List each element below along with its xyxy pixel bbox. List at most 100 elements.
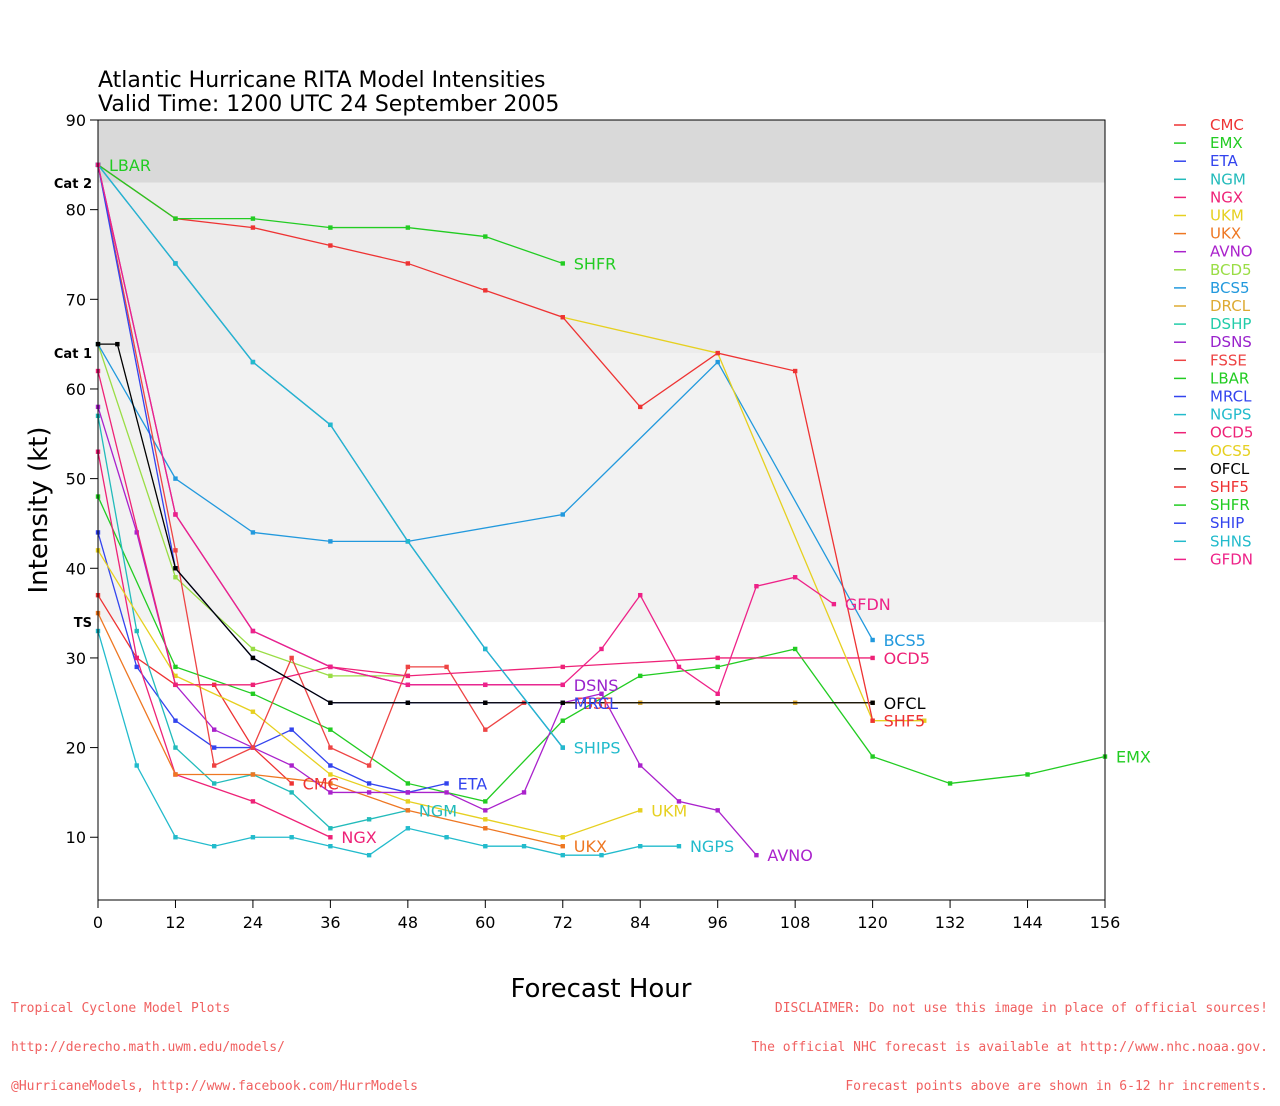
end-label-emx: EMX bbox=[1116, 748, 1151, 767]
end-label-shf5: SHF5 bbox=[884, 712, 926, 731]
data-point bbox=[792, 575, 798, 580]
footer-left-line: @HurricaneModels, http://www.facebook.co… bbox=[11, 1079, 418, 1094]
data-point bbox=[444, 790, 449, 795]
legend-item-drcl: DRCL bbox=[1174, 297, 1251, 315]
data-point bbox=[638, 592, 643, 598]
series-ukm bbox=[95, 548, 643, 840]
data-point bbox=[715, 664, 720, 670]
series-line-emx bbox=[97, 496, 1106, 803]
end-label-ukx: UKX bbox=[574, 837, 607, 856]
legend-label: ETA bbox=[1210, 152, 1238, 170]
data-point bbox=[831, 601, 837, 607]
y-tick-label: 60 bbox=[66, 380, 86, 399]
legend-item-ngm: NGM bbox=[1174, 170, 1246, 188]
end-label-mrcl: MRCL bbox=[574, 694, 618, 713]
legend-item-ship: SHIP bbox=[1174, 514, 1244, 532]
data-point bbox=[444, 664, 449, 670]
data-point bbox=[173, 548, 178, 553]
data-point bbox=[792, 368, 798, 374]
chart-subtitle: Valid Time: 1200 UTC 24 September 2005 bbox=[98, 92, 559, 117]
data-point bbox=[715, 700, 720, 705]
data-point bbox=[250, 655, 256, 661]
footer-left: Tropical Cyclone Model Plots http://dere… bbox=[11, 976, 418, 1106]
data-point bbox=[405, 826, 411, 831]
series-line-avno bbox=[97, 406, 757, 856]
data-point bbox=[638, 844, 643, 849]
legend-item-mrcl: MRCL bbox=[1174, 388, 1252, 406]
footer-right-line: DISCLAIMER: Do not use this image in pla… bbox=[774, 1001, 1268, 1016]
y-tick-label: 40 bbox=[66, 559, 86, 578]
data-point bbox=[173, 682, 178, 688]
data-point bbox=[754, 852, 759, 858]
data-point bbox=[173, 772, 178, 777]
legend-label: MRCL bbox=[1210, 388, 1252, 406]
data-point bbox=[289, 763, 294, 768]
series-line-ocs5 bbox=[562, 316, 925, 722]
legend-label: EMX bbox=[1210, 134, 1243, 152]
data-point bbox=[715, 808, 720, 813]
data-point bbox=[444, 835, 449, 840]
data-point bbox=[676, 844, 682, 849]
data-point bbox=[173, 664, 178, 670]
data-point bbox=[870, 718, 875, 723]
data-point bbox=[754, 584, 759, 589]
data-point bbox=[328, 727, 333, 732]
end-label-ocd5: OCD5 bbox=[884, 649, 930, 668]
legend-label: GFDN bbox=[1210, 550, 1253, 568]
legend-label: NGPS bbox=[1210, 406, 1251, 424]
data-point bbox=[250, 628, 256, 634]
data-point bbox=[289, 790, 294, 795]
data-point bbox=[676, 664, 682, 670]
data-point bbox=[289, 835, 294, 840]
data-point bbox=[715, 350, 720, 356]
y-tick-label: 70 bbox=[66, 290, 86, 309]
legend-item-shf5: SHF5 bbox=[1174, 478, 1249, 496]
end-label-ngm: NGM bbox=[419, 801, 457, 820]
band-cat-1 bbox=[98, 182, 1105, 354]
x-tick-label: 60 bbox=[475, 913, 495, 932]
intensity-bands: Cat 2 Cat 1 TS bbox=[54, 120, 1105, 631]
y-tick-label: 20 bbox=[66, 739, 86, 758]
series-shf5 bbox=[95, 162, 875, 723]
data-point bbox=[211, 763, 217, 768]
series-shfr bbox=[95, 162, 565, 266]
x-tick-label: 132 bbox=[935, 913, 966, 932]
legend-item-bcd5: BCD5 bbox=[1174, 261, 1252, 279]
data-point bbox=[115, 341, 120, 347]
end-label-ngx: NGX bbox=[341, 828, 376, 847]
legend-label: DSNS bbox=[1210, 333, 1252, 351]
legend-label: AVNO bbox=[1210, 243, 1253, 261]
y-axis-label: Intensity (kt) bbox=[24, 427, 54, 594]
legend-item-ukx: UKX bbox=[1174, 225, 1241, 243]
data-point bbox=[521, 844, 527, 849]
end-label-ngps: NGPS bbox=[690, 837, 734, 856]
legend-item-ngps: NGPS bbox=[1174, 406, 1251, 424]
legend-item-ofcl: OFCL bbox=[1174, 460, 1250, 478]
data-point bbox=[405, 261, 411, 266]
data-point bbox=[483, 646, 488, 652]
end-label-avno: AVNO bbox=[767, 846, 812, 865]
x-tick-label: 12 bbox=[165, 913, 185, 932]
data-point bbox=[250, 799, 256, 804]
data-point bbox=[328, 422, 333, 428]
data-point bbox=[483, 826, 488, 831]
data-point bbox=[560, 844, 565, 849]
data-point bbox=[173, 575, 178, 580]
data-point bbox=[250, 216, 256, 221]
y-tick-label: 80 bbox=[66, 201, 86, 220]
data-point bbox=[560, 261, 565, 266]
legend-item-avno: AVNO bbox=[1174, 243, 1253, 261]
legend-label: OCD5 bbox=[1210, 424, 1253, 442]
end-label-ukm: UKM bbox=[651, 801, 687, 820]
legend-label: LBAR bbox=[1210, 369, 1249, 387]
series-line-eta bbox=[97, 532, 447, 794]
data-point bbox=[870, 700, 875, 705]
legend-item-eta: ETA bbox=[1174, 152, 1238, 170]
series-line-cmc bbox=[97, 594, 293, 784]
data-point bbox=[173, 835, 178, 840]
y-tick-label: 30 bbox=[66, 649, 86, 668]
legend-label: DSHP bbox=[1210, 315, 1251, 333]
data-point bbox=[715, 691, 720, 696]
data-point bbox=[134, 628, 139, 634]
legend-item-bcs5: BCS5 bbox=[1174, 279, 1250, 297]
